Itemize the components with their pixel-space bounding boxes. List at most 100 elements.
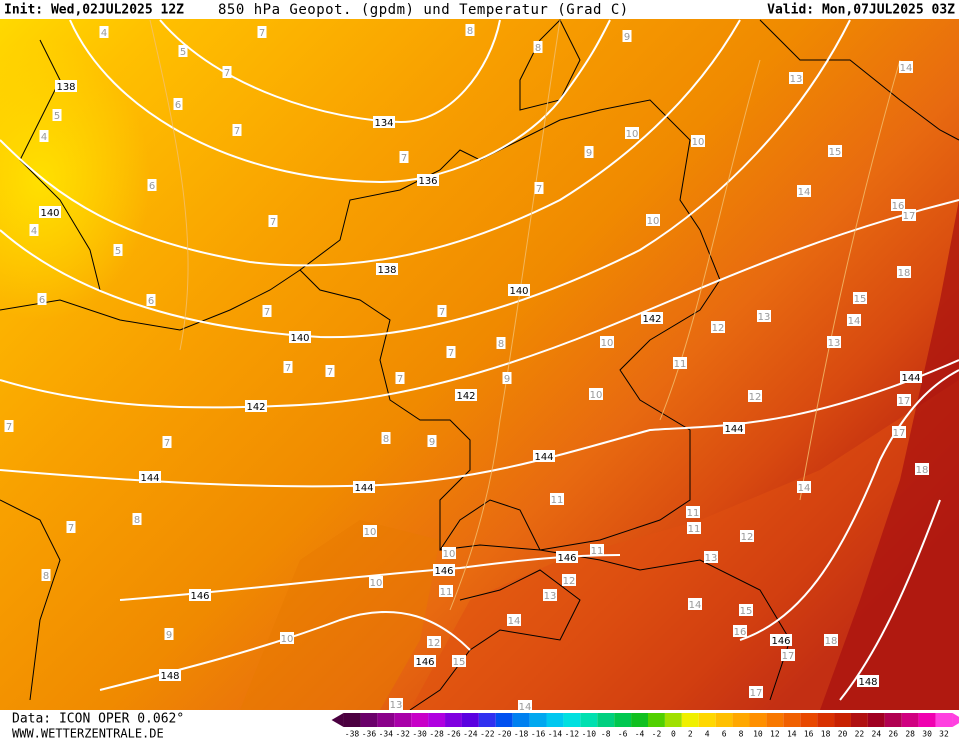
colorbar-label: 22 [855, 730, 865, 739]
temperature-label-box [590, 544, 604, 556]
geopotential-label: 148 [858, 677, 877, 688]
colorbar-swatch [580, 713, 598, 727]
colorbar-label: -36 [362, 730, 377, 739]
temperature-label: 13 [758, 312, 771, 323]
temperature-label: 8 [383, 434, 389, 445]
colorbar-label: -10 [582, 730, 597, 739]
colorbar-label: -20 [497, 730, 512, 739]
temperature-label: 13 [705, 553, 718, 564]
geopotential-label-box [556, 551, 578, 563]
geopotential-label-box [417, 174, 439, 186]
geopotential-label-box [414, 655, 436, 667]
colorbar-label: -18 [514, 730, 529, 739]
temperature-label: 7 [536, 184, 542, 195]
temperature-label-box [132, 513, 142, 525]
colorbar-swatch [428, 713, 446, 727]
temperature-label: 17 [903, 211, 916, 222]
temperature-label-box [646, 214, 660, 226]
geopotential-label: 146 [415, 657, 434, 668]
colorbar-swatch [512, 713, 530, 727]
geopotential-label-box [376, 263, 398, 275]
temperature-label: 14 [508, 616, 521, 627]
colorbar-arrow-right [952, 713, 959, 727]
colorbar-swatch [394, 713, 412, 727]
geopotential-label: 140 [290, 333, 309, 344]
temperature-label: 10 [370, 578, 383, 589]
colorbar-swatch [478, 713, 496, 727]
temperature-label-box [39, 130, 49, 142]
colorbar-swatch [411, 713, 429, 727]
temperature-label: 8 [43, 571, 49, 582]
temperature-label-box [164, 628, 174, 640]
temperature-label-box [4, 420, 14, 432]
temperature-label: 5 [54, 111, 60, 122]
temperature-label: 10 [443, 549, 456, 560]
temperature-label-box [550, 493, 564, 505]
temperature-label-box [733, 625, 747, 637]
geopotential-label-box [455, 389, 477, 401]
temperature-label: 12 [428, 638, 441, 649]
geopotential-label: 144 [354, 483, 373, 494]
temperature-label: 6 [39, 295, 45, 306]
colorbar-swatch [495, 713, 513, 727]
temperature-label-box [739, 604, 753, 616]
temperature-label: 6 [148, 296, 154, 307]
temperature-label-box [673, 357, 687, 369]
temperature-label: 10 [364, 527, 377, 538]
temperature-label-box [452, 655, 466, 667]
temperature-label: 7 [285, 363, 291, 374]
temperature-label-box [797, 481, 811, 493]
temperature-label-box [686, 506, 700, 518]
temperature-label: 17 [893, 428, 906, 439]
temperature-label: 17 [782, 651, 795, 662]
colorbar-swatch [918, 713, 936, 727]
temperature-label: 4 [41, 132, 47, 143]
temperature-label-box [41, 569, 51, 581]
geopotential-label-box [433, 564, 455, 576]
geopotential-label: 136 [418, 176, 437, 187]
temperature-label: 12 [712, 323, 725, 334]
colorbar-swatch [360, 713, 378, 727]
temperature-label: 11 [674, 359, 687, 370]
temperature-label-box [687, 522, 701, 534]
temperature-label-box [543, 589, 557, 601]
temperature-label-box [99, 26, 109, 38]
website: WWW.WETTERZENTRALE.DE [12, 727, 164, 741]
temperature-label: 14 [848, 316, 861, 327]
temperature-label: 14 [798, 483, 811, 494]
temperature-label: 7 [259, 28, 265, 39]
colorbar-swatch [648, 713, 665, 727]
colorbar-swatch [698, 713, 716, 727]
temperature-label-box [262, 305, 272, 317]
temperature-label: 14 [798, 187, 811, 198]
temperature-label: 7 [270, 217, 276, 228]
temperature-label-box [507, 614, 521, 626]
geopotential-label: 148 [160, 671, 179, 682]
colorbar-swatch [377, 713, 395, 727]
colorbar: -38 -36 -34 -32 -30 -28 -26 -24 -22 -20 -18 -16 -14-… [331, 713, 959, 739]
temperature-label: 10 [590, 390, 603, 401]
temperature-label: 16 [892, 201, 905, 212]
geopotential-label-box [159, 669, 181, 681]
temperature-label-box [757, 310, 771, 322]
temperature-label-box [518, 700, 532, 712]
colorbar-swatch [867, 713, 885, 727]
colorbar-swatch [732, 713, 750, 727]
geopotential-label: 142 [456, 391, 475, 402]
geopotential-label: 144 [140, 473, 159, 484]
geopotential-label: 146 [557, 553, 576, 564]
colorbar-swatch [817, 713, 835, 727]
geopotential-label-box [900, 371, 922, 383]
temperature-label: 8 [467, 26, 473, 37]
temperature-label-box [915, 463, 929, 475]
colorbar-label: -32 [396, 730, 411, 739]
temperature-label-box [496, 337, 506, 349]
temperature-label-box [827, 336, 841, 348]
colorbar-label: -34 [379, 730, 394, 739]
map [0, 0, 959, 711]
temperature-label: 18 [898, 268, 911, 279]
temperature-label-box [502, 372, 512, 384]
temperature-label-box [711, 321, 725, 333]
temperature-label-box [427, 435, 437, 447]
colorbar-label: 8 [739, 730, 744, 739]
